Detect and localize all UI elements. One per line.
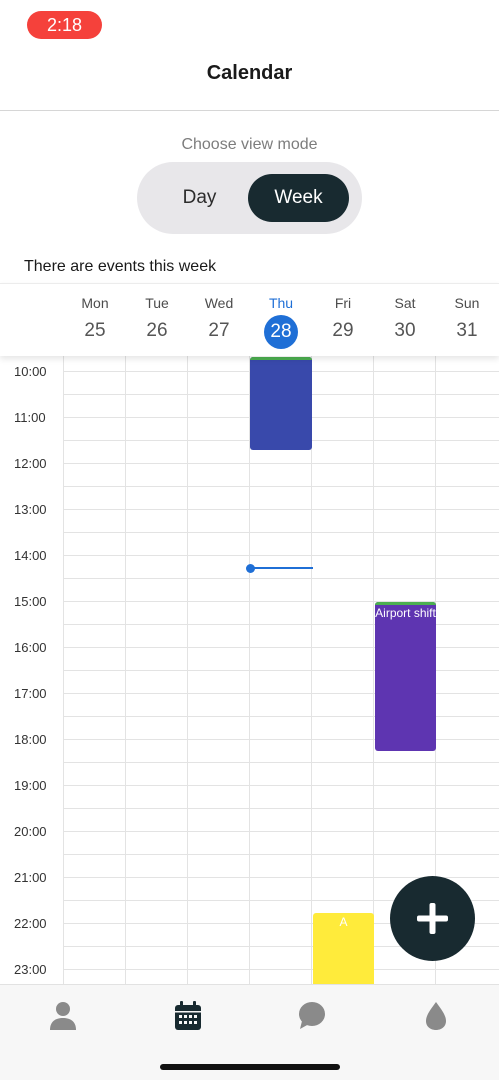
day-header-thu[interactable]: Thu 28 (250, 284, 312, 357)
day-name: Wed (204, 295, 234, 311)
drop-icon (426, 1002, 446, 1030)
day-number: 31 (456, 320, 478, 341)
grid-row-line (63, 509, 499, 510)
day-view-button[interactable]: Day (182, 187, 217, 208)
grid-row-line (63, 739, 499, 740)
grid-row-line (63, 670, 499, 671)
day-header-sun[interactable]: Sun 31 (436, 284, 498, 357)
hour-label: 16:00 (14, 640, 47, 655)
day-header-mon[interactable]: Mon 25 (64, 284, 126, 357)
grid-row-line (63, 693, 499, 694)
person-icon (50, 1002, 76, 1030)
events-note: There are events this week (24, 258, 217, 275)
event-status-strip (375, 602, 436, 605)
day-name: Mon (81, 295, 109, 311)
tab-profile[interactable] (33, 999, 93, 1033)
view-mode-switch: Day Week (137, 162, 362, 234)
add-event-button[interactable] (390, 876, 475, 961)
chat-bubble-icon (299, 1002, 325, 1029)
grid-row-line (63, 946, 499, 947)
grid-row-line (63, 831, 499, 832)
header-divider (0, 110, 499, 111)
grid-row-line (63, 463, 499, 464)
tab-chat[interactable] (282, 999, 342, 1033)
hour-label: 14:00 (14, 548, 47, 563)
page-title: Calendar (206, 62, 293, 84)
now-indicator-line (250, 567, 313, 569)
day-number: 27 (208, 320, 230, 341)
hour-label: 23:00 (14, 962, 47, 977)
hour-label: 12:00 (14, 456, 47, 471)
event-airport-shift[interactable]: Airport shift (375, 602, 436, 751)
event-a[interactable]: A (313, 913, 374, 984)
hour-label: 17:00 (14, 686, 47, 701)
event-thu[interactable] (250, 357, 312, 450)
grid-row-line (63, 877, 499, 878)
grid-row-line (63, 624, 499, 625)
view-mode-label: Choose view mode (181, 136, 318, 153)
today-highlight (264, 315, 298, 349)
event-status-strip (250, 357, 312, 360)
grid-row-line (63, 716, 499, 717)
day-number: 25 (84, 320, 106, 341)
hour-label: 19:00 (14, 778, 47, 793)
week-view-button[interactable]: Week (248, 174, 349, 222)
day-header-wed[interactable]: Wed 27 (188, 284, 250, 357)
day-header-tue[interactable]: Tue 26 (126, 284, 188, 357)
day-number: 26 (146, 320, 168, 341)
grid-row-line (63, 854, 499, 855)
grid-row-line (63, 762, 499, 763)
day-name: Fri (334, 295, 352, 311)
grid-row-line (63, 578, 499, 579)
status-bar: 2:18 (0, 0, 499, 50)
hour-label: 11:00 (14, 410, 46, 425)
calendar-icon (175, 1001, 201, 1030)
plus-icon (417, 903, 448, 934)
tab-drop[interactable] (406, 999, 466, 1033)
day-header-sat[interactable]: Sat 30 (374, 284, 436, 357)
week-time-grid[interactable]: 10:00 11:00 12:00 13:00 14:00 15:00 16:0… (0, 356, 499, 984)
hour-label: 15:00 (14, 594, 47, 609)
tab-calendar[interactable] (158, 999, 218, 1033)
event-title: A (339, 915, 348, 929)
hour-label: 18:00 (14, 732, 47, 747)
grid-row-line (63, 808, 499, 809)
day-number: 30 (394, 320, 416, 341)
day-name: Tue (145, 295, 169, 311)
day-name: Sun (454, 295, 480, 311)
grid-row-line (63, 969, 499, 970)
grid-row-line (63, 601, 499, 602)
hour-label: 13:00 (14, 502, 47, 517)
day-header-fri[interactable]: Fri 29 (312, 284, 374, 357)
grid-row-line (63, 647, 499, 648)
event-title: Airport shift (375, 606, 436, 620)
grid-row-line (63, 555, 499, 556)
grid-row-line (63, 923, 499, 924)
hour-label: 20:00 (14, 824, 47, 839)
grid-row-line (63, 532, 499, 533)
hour-label: 21:00 (14, 870, 47, 885)
home-indicator (160, 1064, 340, 1070)
hour-label: 10:00 (14, 364, 47, 379)
grid-row-line (63, 785, 499, 786)
week-header: Mon 25 Tue 26 Wed 27 Thu 28 Fri 29 Sat 3… (0, 283, 499, 356)
day-name: Sat (394, 295, 416, 311)
grid-row-line (63, 486, 499, 487)
grid-row-line (63, 900, 499, 901)
day-name: Thu (268, 295, 294, 311)
status-time: 2:18 (27, 11, 102, 39)
day-number: 29 (332, 320, 354, 341)
day-number: 28 (270, 321, 292, 342)
hour-label: 22:00 (14, 916, 47, 931)
